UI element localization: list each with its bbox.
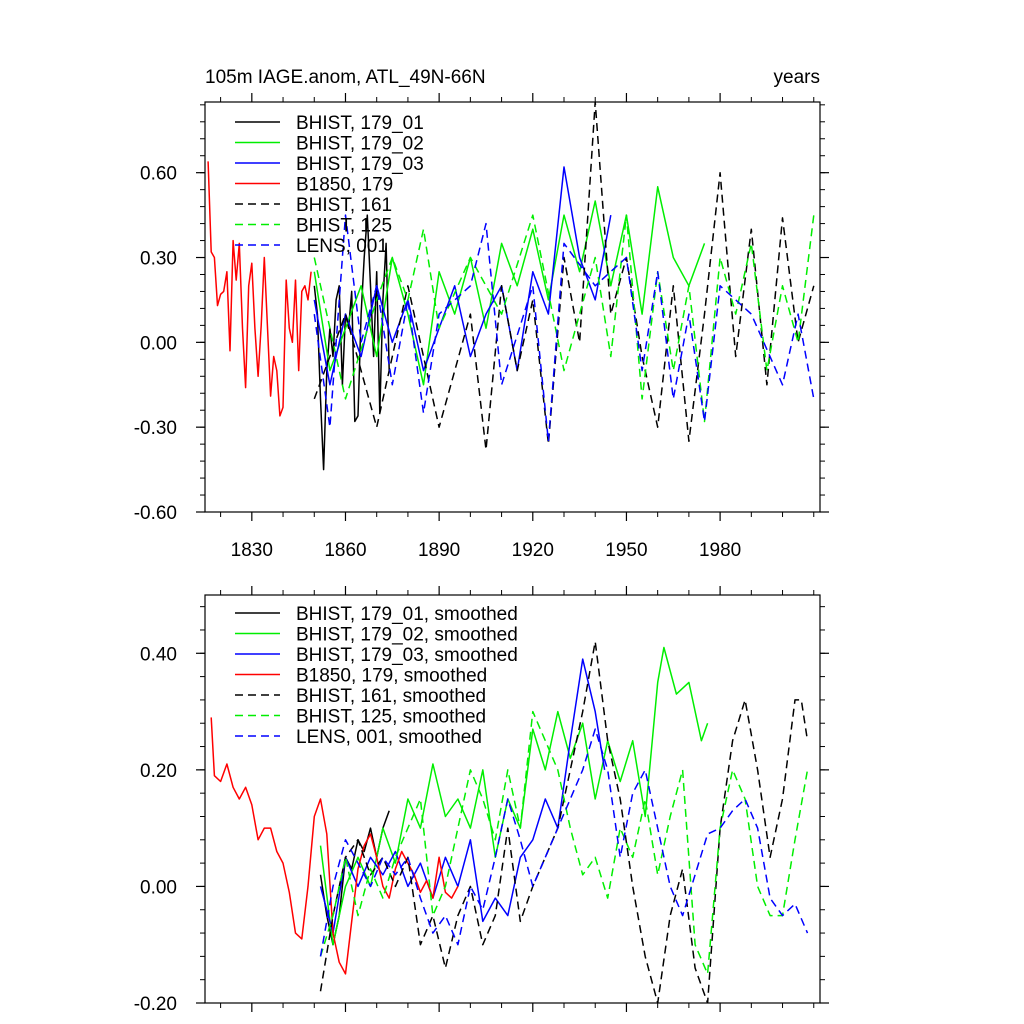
y-tick-label: -0.60 (134, 503, 177, 524)
series-line (319, 710, 809, 975)
legend-label: B1850, 179, smoothed (296, 666, 487, 687)
series-line (319, 658, 606, 934)
y-tick-label: 0.00 (140, 877, 177, 898)
series-line (207, 161, 312, 417)
series-line (319, 728, 809, 957)
legend-label: BHIST, 125 (296, 216, 392, 237)
legend-label: BHIST, 179_01, smoothed (296, 604, 518, 625)
y-tick-label: -0.30 (134, 418, 177, 439)
series-group (207, 102, 815, 471)
y-tick-label: 0.20 (140, 761, 177, 782)
series-line (313, 186, 706, 386)
legend-label: BHIST, 179_03 (296, 154, 424, 175)
series-line (313, 166, 612, 386)
series-line (313, 102, 815, 451)
series-line (313, 214, 815, 443)
series-line (313, 214, 815, 423)
series-group (210, 640, 809, 1003)
x-tick-label: 1950 (605, 540, 647, 561)
legend-label: BHIST, 125, smoothed (296, 707, 486, 728)
plot-frame (204, 101, 821, 513)
legend-label: BHIST, 161, smoothed (296, 686, 486, 707)
x-tick-label: 1980 (699, 540, 741, 561)
legend-label: BHIST, 179_02, smoothed (296, 625, 518, 646)
x-tick-label: 1860 (324, 540, 366, 561)
legend-label: LENS, 001 (296, 236, 388, 257)
legend-label: BHIST, 179_01 (296, 113, 424, 134)
x-tick-label: 1830 (231, 540, 273, 561)
legend-label: BHIST, 179_03, smoothed (296, 645, 518, 666)
y-tick-label: -0.20 (134, 994, 177, 1015)
plot-frame (204, 594, 821, 1004)
legend-label: BHIST, 161 (296, 195, 392, 216)
title-left: 105m IAGE.anom, ATL_49N-66N (205, 67, 486, 88)
x-tick-label: 1920 (512, 540, 554, 561)
title-right: years (774, 67, 820, 88)
panel-bottom: 0.40 0.20 0.00 -0.20 BHIST, 179_01, smoothed… (134, 586, 829, 1015)
y-tick-label: 0.30 (140, 249, 177, 270)
legend-label: B1850, 179 (296, 175, 393, 196)
x-tick-label: 1890 (418, 540, 460, 561)
panel-top: 1830 1860 1890 1920 1950 1980 0.60 0.30 0.00 -0.3… (134, 93, 829, 561)
series-line (210, 717, 459, 975)
y-tick-label: 0.40 (140, 644, 177, 665)
y-tick-label: 0.00 (140, 333, 177, 354)
legend-label: LENS, 001, smoothed (296, 727, 482, 748)
legend-label: BHIST, 179_02 (296, 134, 424, 155)
y-tick-label: 0.60 (140, 164, 177, 185)
series-line (319, 640, 809, 1003)
